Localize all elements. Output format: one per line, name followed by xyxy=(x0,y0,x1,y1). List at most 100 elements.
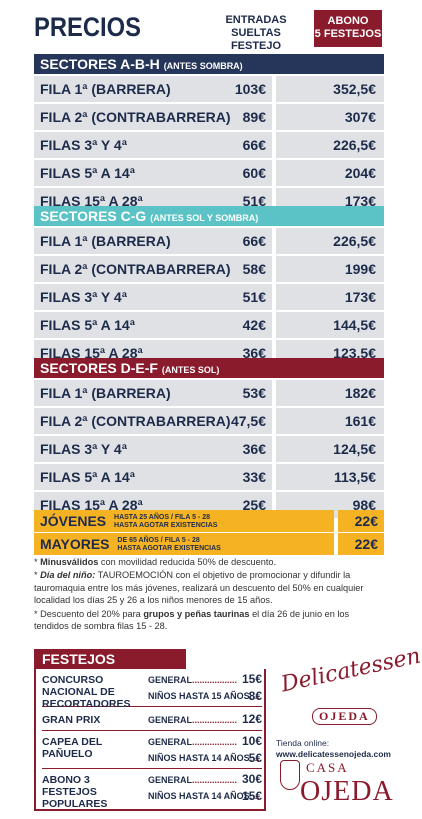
section-title: SECTORES D-E-F xyxy=(40,360,158,376)
mayores-title: MAYORES xyxy=(40,536,110,552)
abono-price: 173€ xyxy=(276,284,384,310)
abono-price: 204€ xyxy=(276,160,384,186)
mayores-cond1: DE 65 AÑOS / FILA 5 - 28 xyxy=(117,537,200,545)
jovenes-cond1: HASTA 25 AÑOS / FILA 5 - 28 xyxy=(114,514,210,522)
festejo-price: 12€ xyxy=(241,712,262,726)
sueltas-line2: FESTEJO xyxy=(230,40,282,52)
price-row: FILAS 5ª A 14ª 33€ 113,5€ xyxy=(34,464,384,490)
notes-block: * Minusválidos con movilidad reducida 50… xyxy=(34,556,384,633)
festejo-line: NIÑOS HASTA 14 AÑOS.... xyxy=(148,791,260,801)
single-price: 25€ xyxy=(242,497,266,513)
price-row: FILA 1ª (BARRERA) 53€ 182€ xyxy=(34,380,384,406)
section-note: (ANTES SOMBRA) xyxy=(163,61,243,71)
festejo-line: NIÑOS HASTA 15 AÑOS.... xyxy=(148,691,260,701)
note-text: Descuento del 20% para xyxy=(40,608,144,619)
row-label: FILA 2ª (CONTRABARRERA) xyxy=(34,408,272,434)
price-row: FILA 2ª (CONTRABARRERA) 89€ 307€ xyxy=(34,104,384,130)
festejo-line: GENERAL.................. xyxy=(148,775,238,785)
abono-price: 182€ xyxy=(276,380,384,406)
single-price: 58€ xyxy=(242,261,266,277)
jovenes-price: 22€ xyxy=(338,510,384,532)
note-grupos: * Descuento del 20% para grupos y peñas … xyxy=(34,608,350,632)
single-price: 66€ xyxy=(242,137,266,153)
festejo-line-label: NIÑOS HASTA 14 AÑOS xyxy=(148,791,250,801)
price-row: FILA 2ª (CONTRABARRERA) 47,5€ 161€ xyxy=(34,408,384,434)
festejo-line-label: GENERAL xyxy=(148,715,193,725)
festejo-price: 15€ xyxy=(241,789,262,803)
tienda-online: Tienda online: www.delicatessenojeda.com xyxy=(276,738,391,760)
festejo-name: ABONO 3 FESTEJOS POPULARES xyxy=(42,774,108,810)
column-header-abono: ABONO 5 FESTEJOS xyxy=(314,10,382,47)
row-label: FILAS 5ª A 14ª xyxy=(34,312,272,338)
single-price: 36€ xyxy=(242,345,266,361)
festejo-name: CAPEA DEL PAÑUELO xyxy=(42,736,103,760)
mayores-row: MAYORES DE 65 AÑOS / FILA 5 - 28 HASTA AG… xyxy=(34,533,384,555)
price-row: FILA 1ª (BARRERA) 66€ 226,5€ xyxy=(34,228,384,254)
ojeda-wordmark: OJEDA xyxy=(312,708,377,725)
delicatessen-logo: Delicatessen OJEDA xyxy=(272,644,422,738)
note-bold: grupos y peñas taurinas xyxy=(143,608,250,619)
festejo-line: GENERAL.................. xyxy=(148,715,238,725)
festejo-price: 10€ xyxy=(241,734,262,748)
row-label: FILA 1ª (BARRERA) xyxy=(34,380,272,406)
abono-price: 161€ xyxy=(276,408,384,434)
mayores-price: 22€ xyxy=(338,533,384,555)
abono-price: 307€ xyxy=(276,104,384,130)
price-header: PRECIOS ENTRADAS SUELTAS FESTEJO ABONO 5… xyxy=(0,0,422,52)
jovenes-title: JÓVENES xyxy=(40,513,107,529)
column-header-sueltas: ENTRADAS SUELTAS FESTEJO xyxy=(203,14,309,53)
festejo-item: CAPEA DEL PAÑUELO GENERAL...............… xyxy=(42,733,262,769)
section-band-abh: SECTORES A-B-H (ANTES SOMBRA) xyxy=(34,54,384,74)
jovenes-row: JÓVENES HASTA 25 AÑOS / FILA 5 - 28 HASTA… xyxy=(34,510,384,532)
section-band-def: SECTORES D-E-F (ANTES SOL) xyxy=(34,358,384,378)
mayores-label: MAYORES DE 65 AÑOS / FILA 5 - 28 HASTA AG… xyxy=(34,533,334,555)
note-text: con movilidad reducida 50% de descuento. xyxy=(98,557,277,567)
festejo-name: CONCURSO NACIONAL DE RECORTADORES xyxy=(42,674,131,710)
row-label: FILAS 3ª Y 4ª xyxy=(34,284,272,310)
single-price: 60€ xyxy=(242,165,266,181)
festejo-line-label: GENERAL xyxy=(148,675,193,685)
row-label: FILAS 5ª A 14ª xyxy=(34,464,272,490)
note-bold: Minusválidos xyxy=(40,557,99,567)
price-row: FILAS 3ª Y 4ª 66€ 226,5€ xyxy=(34,132,384,158)
festejo-item: ABONO 3 FESTEJOS POPULARES GENERAL......… xyxy=(42,771,262,810)
festejo-price: 30€ xyxy=(241,772,262,786)
single-price: 66€ xyxy=(242,233,266,249)
note-bold: Día del niño: xyxy=(40,570,96,581)
single-price: 51€ xyxy=(242,289,266,305)
delicatessen-wordmark: Delicatessen xyxy=(278,643,422,698)
casa-ojeda-crest-icon xyxy=(280,760,300,790)
festejo-line: GENERAL.................. xyxy=(148,737,238,747)
section-band-cg: SECTORES C-G (ANTES SOL Y SOMBRA) xyxy=(34,206,384,226)
note-minusvalidos: * Minusválidos con movilidad reducida 50… xyxy=(34,557,277,567)
tienda-url-link[interactable]: www.delicatessenojeda.com xyxy=(276,749,391,759)
abono-price: 124,5€ xyxy=(276,436,384,462)
festejo-item: GRAN PRIX GENERAL.................. 12€ xyxy=(42,709,262,731)
section-rows-abh: FILA 1ª (BARRERA) 103€ 352,5€ FILA 2ª (CON… xyxy=(34,76,384,216)
price-row: FILAS 5ª A 14ª 42€ 144,5€ xyxy=(34,312,384,338)
casa-ojeda-wordmark: OJEDA xyxy=(300,776,394,807)
festejos-title: FESTEJOS POPULARES xyxy=(34,649,186,687)
section-note: (ANTES SOL) xyxy=(161,365,220,375)
tienda-label: Tienda online: xyxy=(276,738,330,748)
row-label: FILA 2ª (CONTRABARRERA) xyxy=(34,256,272,282)
festejo-price: 5€ xyxy=(248,751,262,765)
note-text: el día 26 de junio en los tendidos de so… xyxy=(34,608,350,632)
price-row: FILAS 3ª Y 4ª 51€ 173€ xyxy=(34,284,384,310)
abono-price: 226,5€ xyxy=(276,132,384,158)
single-price: 89€ xyxy=(242,109,266,125)
section-title: SECTORES A-B-H xyxy=(40,56,160,72)
mayores-cond2: HASTA AGOTAR EXISTENCIAS xyxy=(117,545,221,553)
casa-wordmark: CASA xyxy=(306,760,349,775)
price-row: FILA 1ª (BARRERA) 103€ 352,5€ xyxy=(34,76,384,102)
row-label: FILA 1ª (BARRERA) xyxy=(34,228,272,254)
festejo-item: CONCURSO NACIONAL DE RECORTADORES GENERA… xyxy=(42,671,262,710)
section-rows-cg: FILA 1ª (BARRERA) 66€ 226,5€ FILA 2ª (CONT… xyxy=(34,228,384,368)
section-rows-def: FILA 1ª (BARRERA) 53€ 182€ FILA 2ª (CONTRA… xyxy=(34,380,384,520)
row-label: FILAS 3ª Y 4ª xyxy=(34,132,272,158)
festejo-line-label: NIÑOS HASTA 14 AÑOS xyxy=(148,753,250,763)
section-title: SECTORES C-G xyxy=(40,208,147,224)
festejo-price: 15€ xyxy=(241,672,262,686)
single-price: 51€ xyxy=(242,193,266,209)
price-row: FILAS 3ª Y 4ª 36€ 124,5€ xyxy=(34,436,384,462)
